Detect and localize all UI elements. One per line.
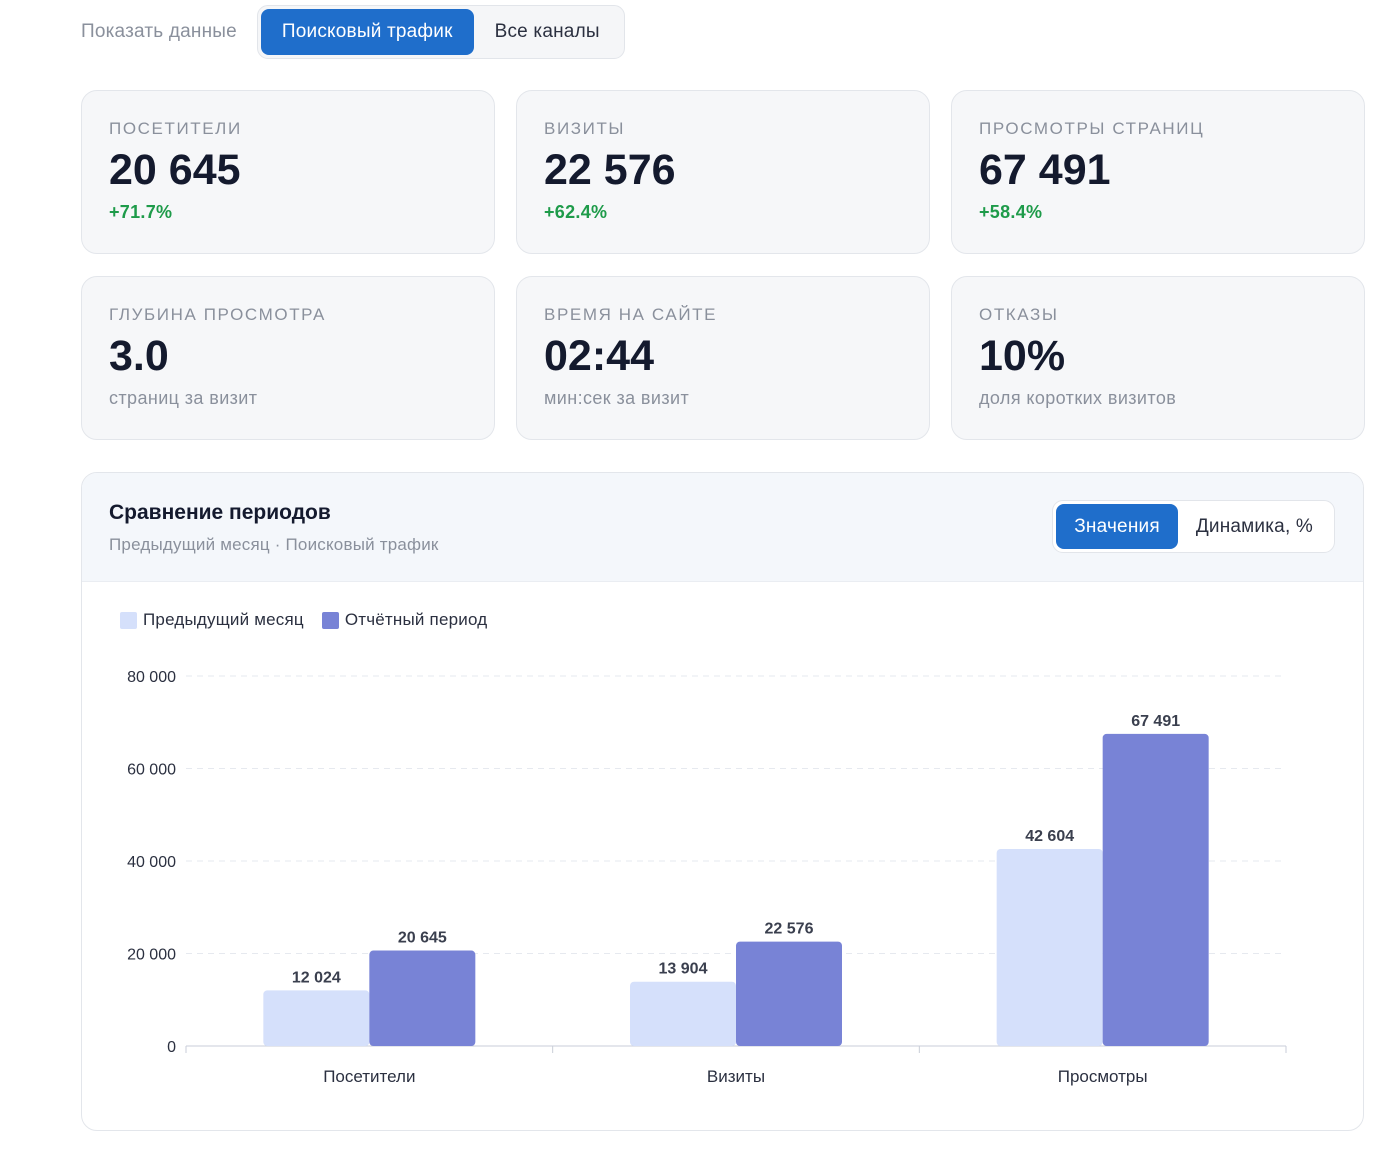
bar-previous (630, 981, 736, 1046)
metric-value: 22 576 (544, 146, 676, 194)
metric-label: ПОСЕТИТЕЛИ (109, 119, 242, 138)
metric-card-pageviews: ПРОСМОТРЫ СТРАНИЦ 67 491 +58.4% (951, 90, 1365, 254)
comparison-bar-chart: 0 20 000 40 000 60 000 80 000 12 024 20 645 Пос… (127, 669, 1287, 1086)
bar-previous (263, 990, 370, 1046)
y-tick-label: 0 (167, 1039, 176, 1056)
dynamics-mode-button[interactable]: Динамика, % (1178, 504, 1331, 549)
metric-card-visits: ВИЗИТЫ 22 576 +62.4% (516, 90, 930, 254)
metric-card-visitors: ПОСЕТИТЕЛИ 20 645 +71.7% (81, 90, 495, 254)
metric-caption: мин:сек за визит (544, 388, 690, 409)
metric-caption: доля коротких визитов (979, 388, 1177, 409)
bar-value-label: 20 645 (398, 930, 447, 947)
panel-title: Сравнение периодов (109, 501, 331, 524)
y-tick-label: 60 000 (127, 762, 176, 779)
metric-change: +71.7% (109, 202, 173, 223)
legend-item-previous[interactable]: Предыдущий месяц (120, 610, 304, 630)
traffic-source-toggle: Поисковый трафик Все каналы (256, 5, 625, 59)
metric-value: 3.0 (109, 332, 169, 380)
metric-change: +58.4% (979, 202, 1043, 223)
metric-card-bounces: ОТКАЗЫ 10% доля коротких визитов (951, 276, 1365, 440)
y-tick-label: 40 000 (127, 854, 176, 871)
bar-previous (996, 848, 1103, 1046)
chart-legend: Предыдущий месяц Отчётный период (120, 610, 505, 630)
metric-label: ПРОСМОТРЫ СТРАНИЦ (979, 119, 1205, 138)
values-mode-button[interactable]: Значения (1056, 504, 1178, 549)
metric-label: ОТКАЗЫ (979, 305, 1059, 324)
bar-current (1102, 733, 1209, 1046)
y-tick-label: 20 000 (127, 947, 176, 964)
legend-item-current[interactable]: Отчётный период (321, 610, 488, 630)
bar-value-label: 67 491 (1131, 713, 1180, 730)
metric-change: +62.4% (544, 202, 608, 223)
metric-label: ВИЗИТЫ (544, 119, 626, 138)
bar-value-label: 42 604 (1025, 828, 1074, 845)
bar-value-label: 22 576 (765, 921, 814, 938)
bar-current (736, 941, 842, 1046)
legend-swatch-previous (120, 611, 137, 629)
metric-value: 67 491 (979, 146, 1111, 194)
metric-card-depth: ГЛУБИНА ПРОСМОТРА 3.0 страниц за визит (81, 276, 495, 440)
period-comparison-panel: Сравнение периодов Предыдущий месяц · По… (81, 472, 1364, 1131)
metric-value: 02:44 (544, 332, 654, 380)
x-tick-label: Посетители (323, 1067, 415, 1086)
legend-label-previous: Предыдущий месяц (143, 610, 304, 629)
bar-value-label: 13 904 (659, 961, 708, 978)
y-tick-label: 80 000 (127, 669, 176, 686)
legend-swatch-current (321, 611, 339, 629)
legend-label-current: Отчётный период (344, 610, 488, 629)
metric-value: 10% (979, 332, 1066, 380)
x-tick-label: Просмотры (1058, 1067, 1148, 1086)
panel-subtitle: Предыдущий месяц · Поисковый трафик (109, 535, 439, 554)
bar-current (369, 950, 476, 1046)
metric-value: 20 645 (109, 146, 241, 194)
filter-label: Показать данные (81, 21, 237, 42)
metric-caption: страниц за визит (109, 388, 258, 409)
x-tick-label: Визиты (707, 1067, 765, 1086)
metric-cards: ПОСЕТИТЕЛИ 20 645 +71.7% ВИЗИТЫ 22 576 +… (81, 90, 1365, 440)
metric-card-time-on-site: ВРЕМЯ НА САЙТЕ 02:44 мин:сек за визит (516, 276, 930, 440)
metric-label: ВРЕМЯ НА САЙТЕ (544, 305, 718, 324)
search-traffic-button[interactable]: Поисковый трафик (260, 9, 474, 55)
all-channels-button[interactable]: Все каналы (474, 9, 621, 55)
traffic-filter: Показать данные Поисковый трафик Все кан… (81, 4, 625, 60)
metric-label: ГЛУБИНА ПРОСМОТРА (109, 305, 326, 324)
panel-header: Сравнение периодов Предыдущий месяц · По… (82, 473, 1363, 582)
bar-value-label: 12 024 (292, 969, 341, 986)
chart-mode-toggle: Значения Динамика, % (1052, 500, 1335, 553)
